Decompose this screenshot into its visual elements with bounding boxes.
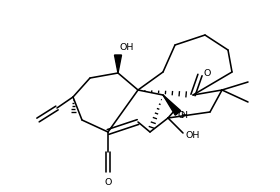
Text: O: O [203,69,210,78]
Text: OH: OH [120,43,134,52]
Text: OH: OH [186,131,200,140]
Text: O: O [104,178,112,187]
Polygon shape [163,95,181,115]
Text: H: H [180,111,187,119]
Text: O: O [177,111,184,120]
Polygon shape [115,55,122,73]
